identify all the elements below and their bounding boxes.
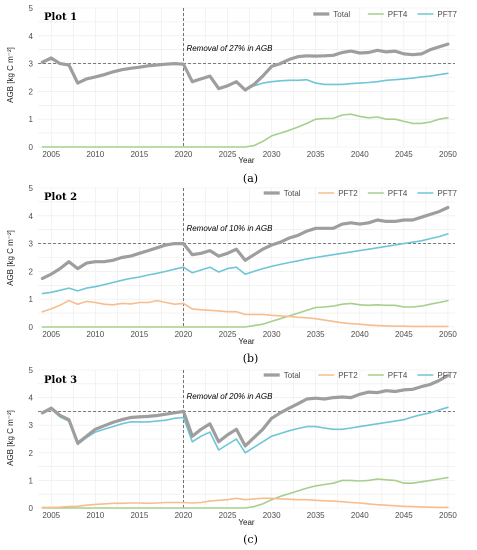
legend-label-pft7: PFT7 (437, 189, 457, 198)
y-tick-label: 1 (29, 115, 34, 124)
legend-label-total: Total (284, 371, 301, 380)
x-tick-label: 2050 (439, 511, 457, 520)
panel-caption: (b) (243, 352, 259, 365)
legend-label-pft7: PFT7 (437, 371, 457, 380)
x-tick-label: 2020 (175, 150, 193, 159)
legend: PFT7 PFT4 PFT2 Total (263, 189, 458, 198)
chart-panel-2: 2005 2010 2015 2020 2025 2030 2035 2040 2045 2050… (6, 184, 458, 365)
x-tick-label: 2015 (130, 330, 148, 339)
x-tick-label: 2040 (351, 330, 369, 339)
y-tick-label: 4 (29, 394, 34, 403)
series-line-pft4 (41, 113, 449, 148)
legend: PFT7 PFT4 Total (313, 10, 458, 19)
panel-caption: (c) (243, 533, 258, 546)
legend-label-total: Total (284, 189, 301, 198)
series-line-pft2 (41, 497, 449, 509)
legend-label-pft7: PFT7 (437, 10, 457, 19)
x-tick-label: 2020 (175, 511, 193, 520)
x-tick-label: 2005 (42, 330, 60, 339)
y-tick-label: 2 (29, 449, 34, 458)
x-tick-label: 2010 (86, 150, 104, 159)
legend-label-total: Total (333, 10, 350, 19)
x-tick-label: 2025 (219, 511, 237, 520)
series-line-total (40, 205, 450, 280)
y-tick-label: 2 (29, 267, 34, 276)
series-line-total (40, 373, 450, 448)
y-tick-label: 3 (29, 240, 34, 249)
x-tick-label: 2035 (307, 150, 325, 159)
y-tick-label: 1 (29, 295, 34, 304)
x-tick-label: 2025 (219, 150, 237, 159)
x-tick-label: 2035 (307, 511, 325, 520)
y-tick-label: 0 (29, 504, 34, 513)
y-tick-label: 1 (29, 476, 34, 485)
x-tick-label: 2005 (42, 511, 60, 520)
y-tick-label: 0 (29, 143, 34, 152)
annotation-text: Removal of 27% in AGB (186, 44, 273, 53)
annotation-text: Removal of 10% in AGB (186, 224, 273, 233)
x-tick-label: 2050 (439, 150, 457, 159)
panel-caption: (a) (243, 172, 258, 185)
x-tick-label: 2005 (42, 150, 60, 159)
y-axis-title: AGB [kg C m⁻²] (6, 47, 15, 103)
x-axis-title: Year (238, 518, 255, 527)
x-tick-label: 2010 (86, 330, 104, 339)
annotation-text: Removal of 20% in AGB (186, 392, 273, 401)
legend-label-pft4: PFT4 (388, 371, 408, 380)
plot-title: Plot 2 (44, 192, 77, 203)
y-tick-label: 5 (29, 4, 34, 13)
plot-title: Plot 3 (44, 375, 77, 386)
series-line-pft4 (41, 299, 449, 328)
x-tick-label: 2045 (395, 150, 413, 159)
x-tick-label: 2025 (219, 330, 237, 339)
legend: PFT7 PFT4 PFT2 Total (263, 371, 458, 380)
x-axis-title: Year (238, 337, 255, 346)
x-tick-label: 2030 (263, 150, 281, 159)
x-tick-label: 2015 (130, 511, 148, 520)
y-tick-label: 5 (29, 366, 34, 375)
x-tick-label: 2045 (395, 511, 413, 520)
y-tick-label: 4 (29, 32, 34, 41)
y-axis-title: AGB [kg C m⁻²] (6, 410, 15, 466)
chart-panel-3: 2005 2010 2015 2020 2025 2030 2035 2040 2045 2050… (6, 366, 458, 546)
y-tick-label: 3 (29, 60, 34, 69)
y-axis-title: AGB [kg C m⁻²] (6, 230, 15, 286)
legend-label-pft4: PFT4 (388, 189, 408, 198)
series-line-pft7 (41, 406, 449, 454)
series-line-total (40, 42, 450, 92)
x-tick-label: 2040 (351, 511, 369, 520)
series-line-pft4 (41, 476, 449, 509)
legend-label-pft4: PFT4 (388, 10, 408, 19)
chart-panel-1: 2005 2010 2015 2020 2025 2030 2035 2040 2045 2050… (6, 4, 458, 185)
y-tick-label: 5 (29, 184, 34, 193)
y-tick-label: 3 (29, 421, 34, 430)
legend-label-pft2: PFT2 (338, 189, 358, 198)
x-tick-label: 2030 (263, 330, 281, 339)
x-axis-title: Year (238, 156, 255, 165)
plot-title: Plot 1 (44, 12, 77, 23)
series-line-pft7 (41, 233, 449, 295)
x-tick-label: 2010 (86, 511, 104, 520)
x-tick-label: 2035 (307, 330, 325, 339)
y-tick-label: 4 (29, 212, 34, 221)
x-tick-label: 2040 (351, 150, 369, 159)
x-tick-label: 2030 (263, 511, 281, 520)
y-tick-label: 2 (29, 87, 34, 96)
x-tick-label: 2020 (175, 330, 193, 339)
series-line-pft2 (41, 299, 449, 328)
x-tick-label: 2045 (395, 330, 413, 339)
y-tick-label: 0 (29, 323, 34, 332)
x-tick-label: 2015 (130, 150, 148, 159)
x-tick-label: 2050 (439, 330, 457, 339)
legend-label-pft2: PFT2 (338, 371, 358, 380)
